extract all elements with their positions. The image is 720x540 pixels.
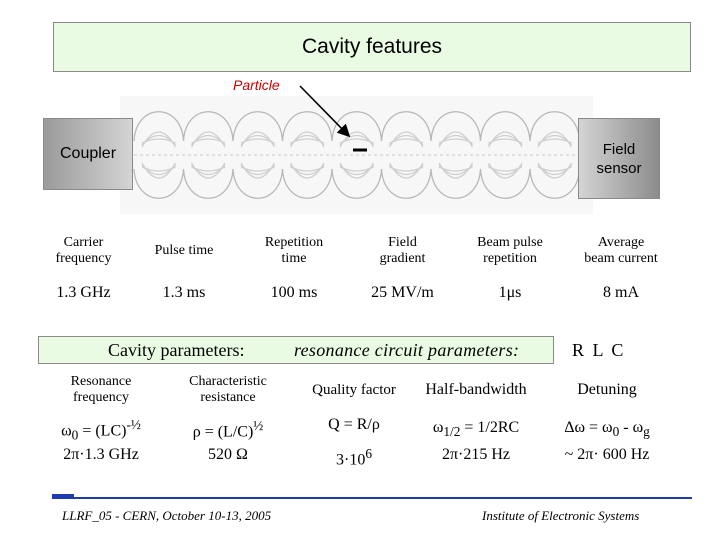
cavity-cell	[133, 111, 185, 199]
header-average-beam-current: Average beam current	[584, 235, 658, 266]
parameters-formula-row: ω0 = (LC)-½ ρ = (L/C)½ Q = R/ρ ω1/2 = 1/…	[38, 414, 678, 446]
field-line	[240, 138, 275, 172]
footer-left: LLRF_05 - CERN, October 10-13, 2005	[62, 508, 272, 523]
features-header-row: Carrier frequency Pulse time Repetition ti…	[38, 226, 678, 276]
value-pulse-time: 1.3 ms	[162, 284, 206, 301]
header-resonance-frequency: Resonance frequency	[70, 374, 132, 405]
field-line	[438, 138, 473, 172]
header-characteristic-resistance: Characteristic resistance	[189, 374, 267, 405]
value-half-bandwidth: 2π·215 Hz	[441, 446, 511, 463]
cavity-cell	[430, 111, 482, 199]
title-box: Cavity features	[53, 22, 691, 72]
resonance-circuit-label: resonance circuit parameters:	[294, 340, 520, 360]
field-line	[141, 138, 176, 172]
particle-arrow	[299, 85, 367, 152]
cavity-cell	[281, 111, 333, 199]
value-average-beam-current: 8 mA	[603, 284, 639, 301]
value-beam-pulse-repetition: 1μs	[498, 284, 522, 301]
header-repetition-time: Repetition time	[264, 235, 324, 266]
value-quality-factor: 3·106	[336, 446, 372, 469]
formula-detuning: Δω = ω0 - ωg	[564, 419, 650, 440]
header-carrier-frequency: Carrier frequency	[55, 235, 112, 266]
value-resonance-frequency: 2π·1.3 GHz	[63, 446, 139, 463]
value-field-gradient: 25 MV/m	[371, 284, 434, 301]
coupler-label: Coupler	[59, 145, 117, 162]
footer-right: Institute of Electronic Systems	[482, 508, 640, 523]
cavity-diagram	[120, 96, 593, 214]
page-title: Cavity features	[301, 35, 443, 58]
parameters-bar	[38, 336, 554, 364]
footer-rule	[52, 497, 692, 499]
value-detuning: ~ 2π· 600 Hz	[564, 446, 650, 463]
field-line	[290, 138, 325, 172]
cavity-parameters-label: Cavity parameters:	[108, 340, 245, 360]
header-detuning: Detuning	[577, 381, 637, 398]
field-line	[339, 138, 374, 172]
parameters-value-row: 2π·1.3 GHz 520 Ω 3·106 2π·215 Hz ~ 2π· 6…	[38, 446, 678, 472]
coupler-box: Coupler	[43, 118, 133, 190]
formula-half-bandwidth: ω1/2 = 1/2RC	[432, 419, 520, 440]
formula-characteristic-resistance: ρ = (L/C)½	[192, 418, 264, 441]
rlc-label: R L C	[572, 340, 626, 360]
sensor-label-line2: sensor	[596, 159, 642, 177]
cavity-cell	[182, 111, 234, 199]
cavity-cell	[331, 111, 383, 199]
field-line	[537, 138, 572, 172]
formula-resonance-frequency: ω0 = (LC)-½	[61, 416, 141, 443]
features-table: Carrier frequency Pulse time Repetition ti…	[38, 226, 678, 310]
cavity-cell	[529, 111, 581, 199]
value-carrier-frequency: 1.3 GHz	[56, 284, 111, 301]
header-beam-pulse-repetition: Beam pulse repetition	[477, 235, 543, 266]
footer-rule-accent	[52, 494, 74, 497]
header-pulse-time: Pulse time	[154, 243, 214, 258]
field-line	[389, 138, 424, 172]
field-line	[191, 138, 226, 172]
formula-quality-factor: Q = R/ρ	[328, 416, 380, 433]
field-line	[488, 138, 523, 172]
value-characteristic-resistance: 520 Ω	[208, 446, 248, 463]
parameters-table: Resonance frequency Characteristic resista…	[38, 366, 678, 472]
cavity-cell	[232, 111, 284, 199]
field-sensor-box: Field sensor	[578, 118, 660, 199]
sensor-label-line1: Field	[602, 140, 636, 158]
particle-label: Particle	[233, 77, 280, 93]
cavity-cell	[479, 111, 531, 199]
header-quality-factor: Quality factor	[312, 381, 396, 398]
cavity-cell	[380, 111, 432, 199]
parameters-header-row: Resonance frequency Characteristic resista…	[38, 366, 678, 414]
value-repetition-time: 100 ms	[270, 284, 318, 301]
features-value-row: 1.3 GHz 1.3 ms 100 ms 25 MV/m 1μs 8 mA	[38, 276, 678, 310]
header-field-gradient: Field gradient	[379, 235, 426, 266]
header-half-bandwidth: Half-bandwidth	[425, 381, 527, 398]
